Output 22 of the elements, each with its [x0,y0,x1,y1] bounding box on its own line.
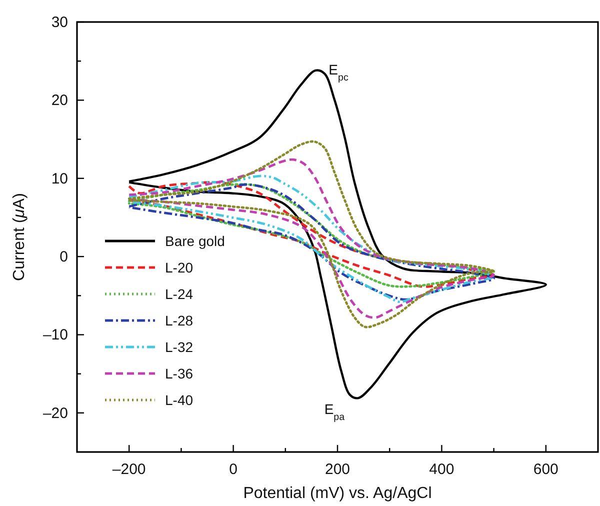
annotation: E$_{pc}$ [328,61,348,83]
y-tick-label: 0 [60,248,68,266]
annotation: E$_{pa}$ [324,401,346,423]
y-tick-label: 20 [51,92,68,110]
legend-label: L-40 [165,392,194,408]
y-tick-label: –10 [42,326,68,344]
y-tick-label: 10 [51,170,68,188]
x-axis-title: Potential (mV) vs. Ag/AgCl [243,485,432,502]
y-axis-title: Current (μA) [11,193,28,281]
x-tick-label: 0 [229,461,238,478]
y-tick-label: –20 [42,404,68,422]
x-tick-label: 200 [324,461,350,478]
x-tick-label: 600 [533,461,558,478]
legend-label: L-24 [165,286,194,302]
legend-label: L-32 [165,339,194,355]
x-tick-label: –200 [112,461,146,478]
x-tick-label: 400 [429,461,454,478]
legend-label: L-20 [165,260,194,276]
legend-label: L-28 [165,312,194,328]
legend-label: L-36 [165,366,194,382]
y-tick-label: 30 [51,14,68,31]
legend-label: Bare gold [165,233,225,249]
